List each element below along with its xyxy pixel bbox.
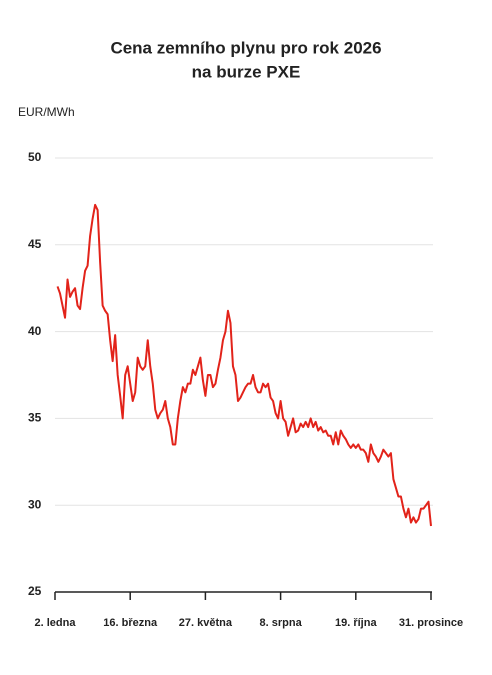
y-tick-label: 40 [28,324,42,338]
y-tick-label: 45 [28,237,42,251]
x-tick-label: 31. prosince [399,617,463,629]
x-tick-label: 19. října [335,617,377,629]
y-tick-label: 30 [28,497,42,511]
chart-subtitle: na burze PXE [192,62,301,81]
x-tick-label: 8. srpna [260,617,303,629]
x-tick-label: 2. ledna [35,617,77,629]
x-tick-label: 27. května [179,617,233,629]
chart-title: Cena zemního plynu pro rok 2026 [110,38,381,57]
y-axis-label: EUR/MWh [18,105,75,119]
y-tick-label: 25 [28,584,42,598]
y-tick-label: 50 [28,150,42,164]
price-line [56,203,432,527]
x-tick-label: 16. března [103,617,158,629]
y-tick-label: 35 [28,411,42,425]
